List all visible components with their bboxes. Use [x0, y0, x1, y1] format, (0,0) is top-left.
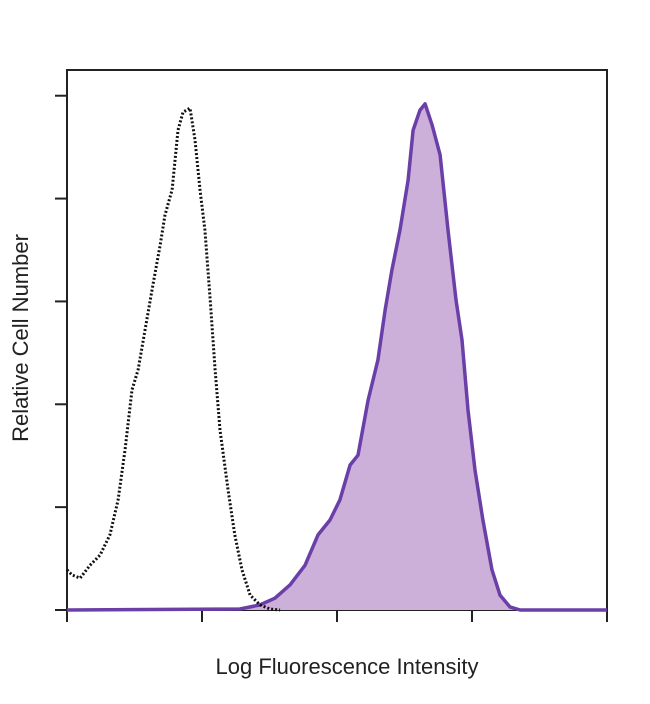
x-axis-label: Log Fluorescence Intensity — [216, 654, 479, 679]
histogram-line — [66, 102, 607, 612]
y-axis-label: Relative Cell Number — [8, 234, 33, 442]
area-fill — [67, 103, 607, 611]
histogram-line — [65, 106, 281, 612]
